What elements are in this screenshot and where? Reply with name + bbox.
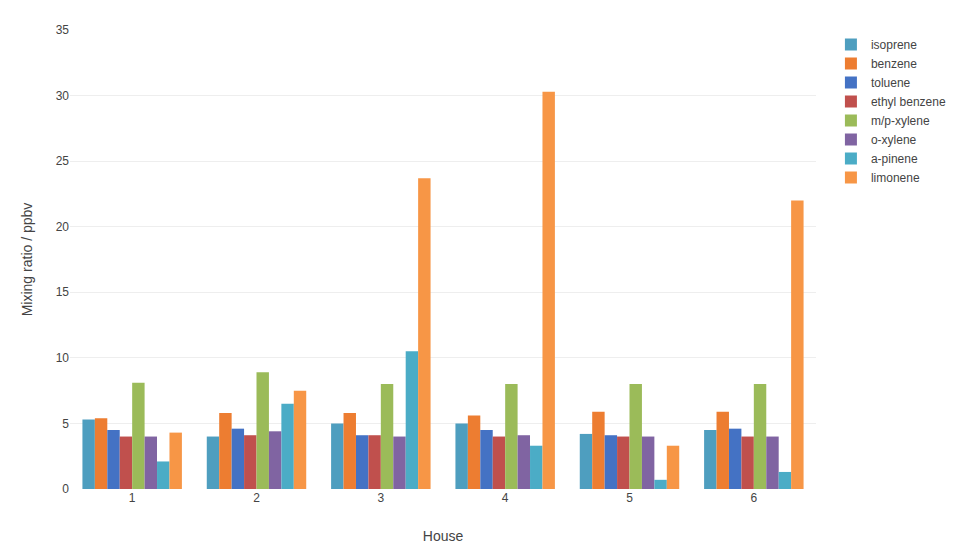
svg-text:2: 2 (253, 491, 260, 505)
svg-text:15: 15 (56, 285, 70, 299)
svg-text:toluene: toluene (871, 76, 911, 90)
svg-text:10: 10 (56, 351, 70, 365)
svg-text:ethyl benzene: ethyl benzene (871, 95, 946, 109)
svg-text:30: 30 (56, 89, 70, 103)
svg-text:Mixing ratio / ppbv: Mixing ratio / ppbv (19, 203, 35, 317)
svg-text:5: 5 (626, 491, 633, 505)
svg-text:5: 5 (62, 417, 69, 431)
svg-text:20: 20 (56, 220, 70, 234)
svg-text:House: House (423, 528, 464, 544)
svg-text:m/p-xylene: m/p-xylene (871, 114, 930, 128)
svg-text:3: 3 (377, 491, 384, 505)
svg-text:isoprene: isoprene (871, 38, 917, 52)
svg-text:a-pinene: a-pinene (871, 152, 918, 166)
svg-text:limonene: limonene (871, 171, 920, 185)
svg-text:1: 1 (129, 491, 136, 505)
svg-text:benzene: benzene (871, 57, 917, 71)
svg-text:6: 6 (750, 491, 757, 505)
svg-text:o-xylene: o-xylene (871, 133, 917, 147)
svg-text:25: 25 (56, 154, 70, 168)
svg-text:35: 35 (56, 23, 70, 37)
svg-text:0: 0 (62, 482, 69, 496)
svg-text:4: 4 (502, 491, 509, 505)
